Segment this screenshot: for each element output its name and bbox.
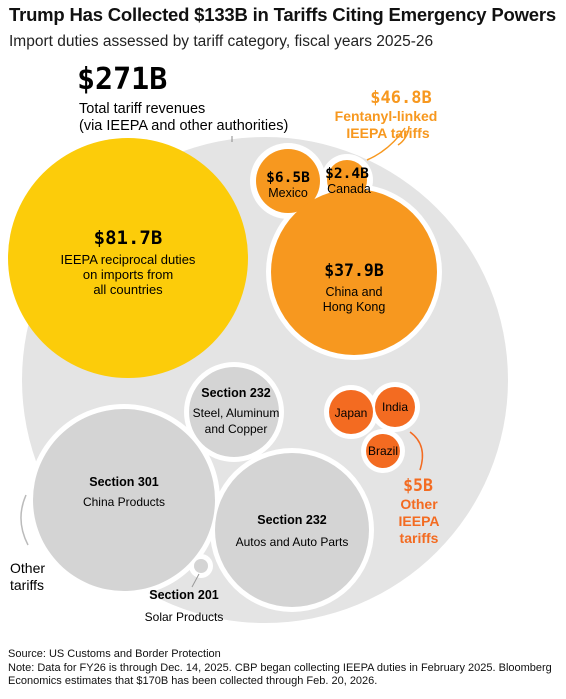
s232-steel-bubble <box>189 367 279 457</box>
s232-autos-section: Section 232 <box>257 513 327 527</box>
s232-autos-bubble <box>215 453 369 607</box>
total-value: $271B <box>77 62 167 97</box>
s301-line1: China Products <box>83 495 165 509</box>
other-ieepa-label-line1: Other <box>400 496 438 512</box>
mexico-label: Mexico <box>268 186 308 200</box>
source-note: Source: US Customs and Border Protection <box>8 648 221 660</box>
india-label: India <box>382 400 408 414</box>
other-ieepa-value: $5B <box>403 476 433 495</box>
brazil-label: Brazil <box>368 444 398 458</box>
chart-title: Trump Has Collected $133B in Tariffs Cit… <box>9 4 556 25</box>
other-tariffs-label-line1: Other <box>10 560 45 576</box>
chart-subtitle: Import duties assessed by tariff categor… <box>9 33 434 50</box>
ieepa-reciprocal-label-line1: IEEPA reciprocal duties <box>61 252 196 267</box>
other-tariffs-label-line2: tariffs <box>10 577 44 593</box>
fentanyl-label-line1: Fentanyl-linked <box>335 108 438 124</box>
other-tariffs-bracket <box>20 494 29 546</box>
mexico-value: $6.5B <box>266 170 310 186</box>
fentanyl-value: $46.8B <box>370 88 431 108</box>
ieepa-reciprocal-value: $81.7B <box>94 227 163 249</box>
s232-steel-line1: Steel, Aluminum <box>193 406 280 420</box>
s301-bubble <box>33 409 215 591</box>
s201-line1: Solar Products <box>145 610 224 624</box>
fentanyl-label-line2: IEEPA tariffs <box>346 125 429 141</box>
ieepa-reciprocal-label-line2: on imports from <box>83 267 173 282</box>
total-label-line2: (via IEEPA and other authorities) <box>79 118 288 134</box>
canada-label: Canada <box>327 182 371 196</box>
s201-section: Section 201 <box>149 588 219 602</box>
brazil-bubble <box>366 434 400 468</box>
china-hk-value: $37.9B <box>324 261 384 280</box>
total-label-line1: Total tariff revenues <box>79 101 205 117</box>
other-ieepa-bracket <box>409 431 424 471</box>
s201-leader-line <box>191 573 200 588</box>
other-ieepa-label-line2: IEEPA <box>399 513 440 529</box>
s301-section: Section 301 <box>89 475 159 489</box>
s201-bubble <box>194 559 208 573</box>
s232-autos-line1: Autos and Auto Parts <box>236 535 349 549</box>
ieepa-reciprocal-label-line3: all countries <box>93 282 163 297</box>
china-hk-bubble <box>271 189 437 355</box>
other-ieepa-label-line3: tariffs <box>400 530 439 546</box>
ieepa-reciprocal-bubble <box>8 138 248 378</box>
japan-label: Japan <box>335 406 368 420</box>
japan-bubble <box>329 390 373 434</box>
data-note-line1: Note: Data for FY26 is through Dec. 14, … <box>8 661 552 674</box>
india-bubble <box>375 387 415 427</box>
fentanyl-bracket-top <box>366 127 406 161</box>
s232-steel-line2: and Copper <box>205 422 268 436</box>
fentanyl-bracket <box>397 125 410 146</box>
canada-value: $2.4B <box>325 166 369 182</box>
mexico-bubble <box>256 149 320 213</box>
s232-steel-section: Section 232 <box>201 386 271 400</box>
data-note-line2: Economics estimates that $170B has been … <box>8 675 378 688</box>
china-hk-label-line2: Hong Kong <box>323 300 386 314</box>
china-hk-label-line1: China and <box>326 285 383 299</box>
chart-footer: Source: US Customs and Border Protection… <box>8 648 560 689</box>
